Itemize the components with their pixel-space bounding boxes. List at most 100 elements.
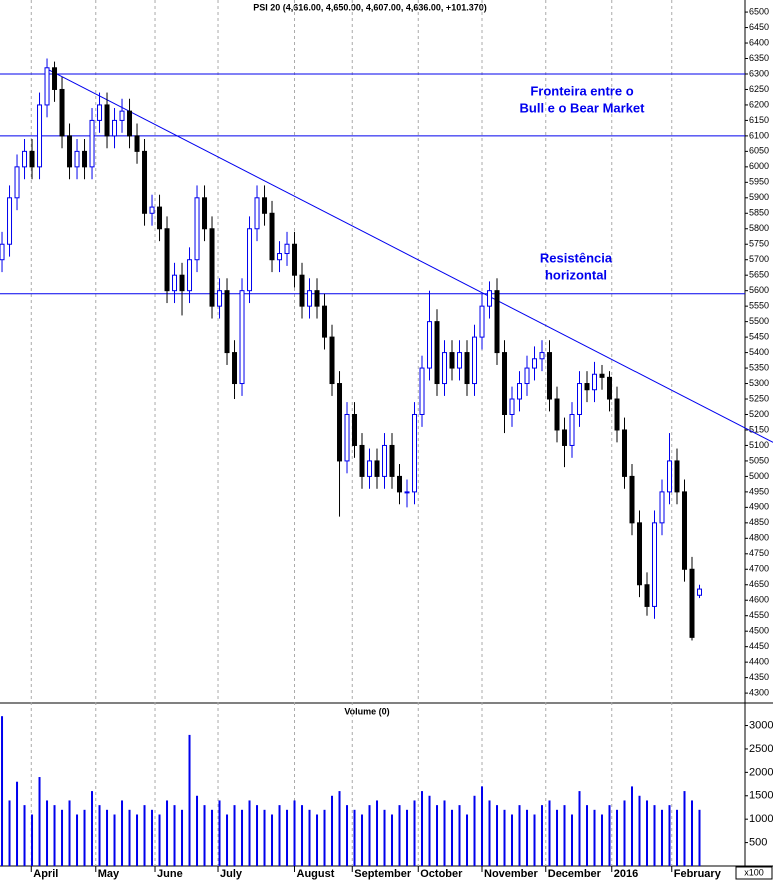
volume-bar	[128, 809, 131, 866]
volume-bar	[638, 795, 641, 866]
y-tick-label: 4450	[749, 641, 769, 651]
x-tick-label: October	[420, 868, 463, 880]
y-tick-label: 5200	[749, 409, 769, 419]
candle-body	[329, 336, 335, 385]
volume-bar	[616, 809, 619, 866]
x-tick-label: September	[354, 868, 412, 880]
candle-body	[457, 352, 463, 369]
y-tick-label: 4350	[749, 672, 769, 682]
candle-body	[562, 429, 568, 446]
candle-body	[119, 110, 125, 121]
y-tick-label: 5850	[749, 208, 769, 218]
volume-bar	[143, 805, 146, 866]
volume-bar	[503, 809, 506, 866]
candle-body	[239, 290, 245, 385]
candle-body	[682, 491, 688, 570]
candle-body	[674, 460, 680, 493]
candle-body	[112, 119, 118, 137]
y-tick-label: 5400	[749, 347, 769, 357]
candle-body	[202, 197, 208, 230]
volume-bar	[586, 805, 589, 866]
volume-bar	[668, 805, 671, 866]
y-tick-label: 500	[749, 836, 767, 848]
y-tick-label: 5250	[749, 393, 769, 403]
volume-bar	[226, 814, 229, 866]
y-tick-label: 4950	[749, 486, 769, 496]
volume-bar	[541, 805, 544, 866]
volume-bar	[61, 809, 64, 866]
volume-bar	[466, 814, 469, 866]
candle-body	[442, 352, 448, 385]
candle-body	[37, 104, 43, 168]
volume-bar	[691, 800, 694, 866]
y-tick-label: 4400	[749, 657, 769, 667]
volume-bar	[496, 805, 499, 866]
candle-body	[517, 383, 523, 400]
candle-body	[539, 352, 545, 360]
y-tick-label: 6100	[749, 130, 769, 140]
volume-bar	[421, 791, 424, 866]
volume-bar	[563, 805, 566, 866]
volume-bar	[623, 800, 626, 866]
candle-body	[7, 197, 13, 245]
candle-body	[584, 383, 590, 391]
candle-body	[344, 413, 350, 462]
volume-bar	[136, 814, 139, 866]
candle-body	[352, 413, 358, 446]
candle-body	[97, 104, 103, 121]
volume-bar	[301, 805, 304, 866]
volume-bar	[248, 800, 251, 866]
volume-bar	[278, 805, 281, 866]
y-tick-label: 4300	[749, 687, 769, 697]
candle-body	[277, 253, 283, 261]
unit-box	[735, 866, 773, 880]
candle-body	[14, 166, 20, 199]
volume-bar	[316, 814, 319, 866]
candle-body	[269, 212, 275, 261]
candle-body	[659, 491, 665, 524]
candle-body	[224, 290, 230, 354]
x-tick-label: 2016	[614, 868, 638, 880]
candle-body	[187, 259, 193, 292]
candle-body	[172, 274, 178, 292]
candle-body	[397, 475, 403, 493]
candle-body	[337, 383, 343, 462]
x-tick-label: December	[548, 868, 602, 880]
candle-body	[404, 491, 410, 494]
candle-body	[307, 290, 313, 307]
volume-bar	[533, 814, 536, 866]
volume-bar	[548, 800, 551, 866]
annotation: Fronteira entre o	[530, 83, 633, 98]
volume-bar	[661, 809, 664, 866]
y-tick-label: 5050	[749, 455, 769, 465]
candle-body	[29, 150, 35, 168]
y-tick-label: 4700	[749, 564, 769, 574]
y-tick-label: 6350	[749, 53, 769, 63]
y-tick-label: 2500	[749, 743, 773, 755]
candle-body	[209, 228, 215, 307]
candle-body	[217, 290, 223, 307]
candle-body	[389, 444, 395, 477]
volume-bar	[331, 795, 334, 866]
y-tick-label: 4750	[749, 548, 769, 558]
x-tick-label: November	[484, 868, 539, 880]
volume-bar	[443, 800, 446, 866]
candle-body	[697, 588, 703, 596]
y-tick-label: 5950	[749, 177, 769, 187]
volume-bar	[256, 805, 259, 866]
volume-bar	[458, 805, 461, 866]
volume-bar	[263, 809, 266, 866]
y-tick-label: 5350	[749, 362, 769, 372]
y-tick-label: 6450	[749, 22, 769, 32]
y-tick-label: 5900	[749, 192, 769, 202]
annotation: horizontal	[545, 267, 607, 282]
candle-body	[0, 243, 5, 261]
y-tick-label: 5800	[749, 223, 769, 233]
candle-body	[104, 104, 110, 137]
volume-bar	[68, 800, 71, 866]
volume-bar	[211, 809, 214, 866]
volume-bar	[308, 809, 311, 866]
volume-bar	[391, 814, 394, 866]
y-tick-label: 5500	[749, 316, 769, 326]
x-tick-label: July	[220, 868, 243, 880]
